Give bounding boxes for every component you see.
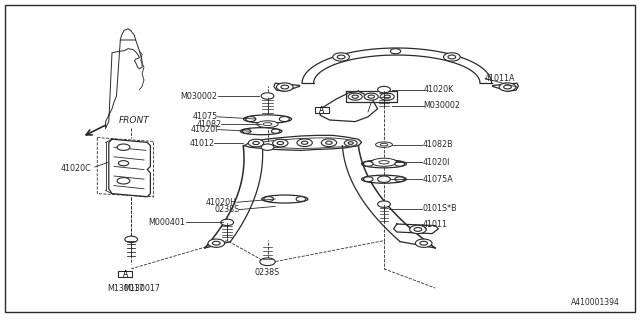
Circle shape: [352, 95, 358, 98]
Ellipse shape: [362, 160, 406, 168]
Circle shape: [296, 196, 306, 202]
Circle shape: [321, 139, 337, 147]
Text: 41020H: 41020H: [206, 198, 237, 207]
Circle shape: [348, 93, 362, 100]
Circle shape: [499, 83, 516, 91]
Circle shape: [297, 139, 312, 147]
Text: A: A: [319, 106, 324, 115]
Circle shape: [279, 116, 289, 122]
Ellipse shape: [243, 115, 292, 123]
Circle shape: [390, 49, 401, 54]
Circle shape: [378, 86, 390, 93]
Circle shape: [364, 93, 378, 100]
Circle shape: [378, 176, 390, 182]
Circle shape: [117, 178, 130, 184]
Text: 0238S: 0238S: [255, 268, 280, 277]
Circle shape: [301, 141, 308, 144]
Circle shape: [243, 129, 251, 133]
Ellipse shape: [379, 161, 389, 164]
Ellipse shape: [241, 128, 282, 135]
Ellipse shape: [262, 195, 308, 203]
Text: A: A: [123, 270, 128, 279]
Circle shape: [444, 53, 460, 61]
Circle shape: [264, 196, 273, 202]
Circle shape: [504, 85, 511, 89]
Circle shape: [395, 162, 404, 166]
Text: M000401: M000401: [148, 218, 186, 227]
Circle shape: [271, 129, 280, 133]
Circle shape: [415, 239, 432, 247]
Text: 41082B: 41082B: [422, 140, 453, 149]
Ellipse shape: [257, 121, 278, 127]
Circle shape: [281, 85, 289, 89]
Text: M130017: M130017: [124, 284, 161, 293]
Text: 41012: 41012: [189, 139, 214, 148]
Circle shape: [395, 177, 404, 182]
Circle shape: [333, 53, 349, 61]
Text: 41011: 41011: [422, 220, 447, 229]
Circle shape: [384, 95, 390, 98]
Text: M030002: M030002: [180, 92, 218, 100]
FancyBboxPatch shape: [315, 107, 329, 113]
Circle shape: [410, 225, 426, 234]
Circle shape: [208, 239, 225, 247]
Circle shape: [253, 141, 259, 145]
Text: 0101S*B: 0101S*B: [422, 204, 457, 213]
Circle shape: [246, 116, 256, 122]
Circle shape: [378, 201, 390, 207]
Text: M130017: M130017: [107, 284, 144, 293]
Text: 41011A: 41011A: [485, 74, 516, 83]
Circle shape: [273, 139, 288, 147]
Circle shape: [221, 219, 234, 226]
Circle shape: [380, 93, 394, 100]
Ellipse shape: [376, 142, 392, 147]
Text: 41075A: 41075A: [422, 175, 453, 184]
Text: M030002: M030002: [424, 101, 461, 110]
Circle shape: [117, 144, 130, 150]
Ellipse shape: [263, 123, 272, 126]
Circle shape: [125, 236, 138, 243]
FancyBboxPatch shape: [118, 271, 132, 277]
Text: FRONT: FRONT: [118, 116, 149, 125]
Text: 41020K: 41020K: [424, 85, 454, 94]
Ellipse shape: [380, 143, 388, 146]
Circle shape: [277, 141, 284, 145]
Circle shape: [326, 141, 332, 144]
Circle shape: [420, 241, 428, 245]
Text: 41020C: 41020C: [61, 164, 92, 173]
Circle shape: [248, 139, 264, 147]
Circle shape: [364, 162, 373, 166]
Text: A410001394: A410001394: [571, 298, 620, 307]
Circle shape: [261, 93, 274, 99]
Text: 0238S: 0238S: [214, 205, 239, 214]
Circle shape: [448, 55, 456, 59]
Circle shape: [261, 144, 274, 150]
Text: 41020I: 41020I: [422, 158, 450, 167]
Text: 41082: 41082: [196, 120, 221, 129]
Circle shape: [118, 161, 129, 166]
Circle shape: [344, 140, 357, 146]
Circle shape: [348, 142, 353, 144]
Circle shape: [260, 258, 275, 266]
Circle shape: [337, 55, 345, 59]
Text: 41020I: 41020I: [190, 125, 218, 134]
Ellipse shape: [362, 175, 406, 183]
Ellipse shape: [371, 158, 397, 166]
Circle shape: [414, 228, 422, 231]
Circle shape: [364, 177, 373, 182]
Circle shape: [368, 95, 374, 98]
Circle shape: [212, 241, 220, 245]
Circle shape: [276, 83, 293, 91]
Text: 41075: 41075: [193, 112, 218, 121]
